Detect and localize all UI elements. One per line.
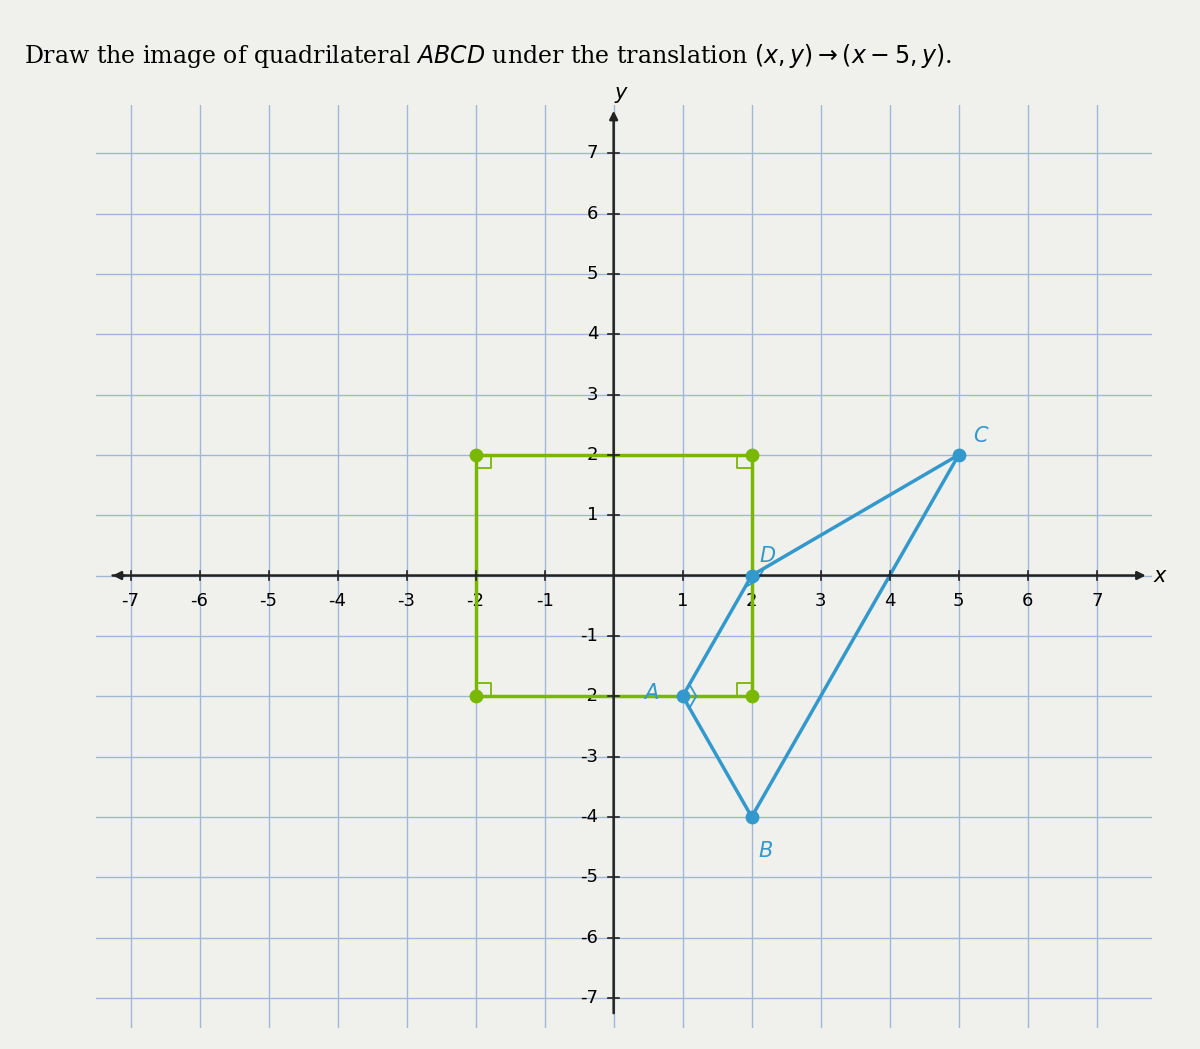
Text: -6: -6 [581,928,599,946]
Text: $C$: $C$ [972,426,989,446]
Text: 7: 7 [587,144,599,163]
Text: -3: -3 [397,593,415,611]
Text: 6: 6 [1022,593,1033,611]
Text: -5: -5 [259,593,277,611]
Text: -3: -3 [581,748,599,766]
Text: 3: 3 [815,593,827,611]
Text: 2: 2 [587,446,599,464]
Text: $y$: $y$ [614,85,630,105]
Text: -5: -5 [581,869,599,886]
Point [742,447,761,464]
Point [742,568,761,584]
Point [466,447,485,464]
Text: -7: -7 [581,989,599,1007]
Text: 2: 2 [746,593,757,611]
Text: $D$: $D$ [758,547,775,566]
Text: -7: -7 [121,593,139,611]
Text: $A$: $A$ [642,683,659,703]
Point [742,688,761,705]
Text: -4: -4 [329,593,347,611]
Point [742,809,761,826]
Point [673,688,692,705]
Point [466,688,485,705]
Text: 4: 4 [587,325,599,343]
Text: 5: 5 [953,593,965,611]
Text: $x$: $x$ [1153,565,1169,585]
Text: 5: 5 [587,264,599,283]
Text: 1: 1 [587,507,599,524]
Text: -2: -2 [467,593,485,611]
Text: 4: 4 [884,593,895,611]
Text: 1: 1 [677,593,689,611]
Text: 7: 7 [1091,593,1103,611]
Text: Draw the image of quadrilateral $\it{ABCD}$ under the translation $(x, y) \right: Draw the image of quadrilateral $\it{ABC… [24,42,952,70]
Text: -1: -1 [581,627,599,645]
Text: 6: 6 [587,205,599,222]
Text: 3: 3 [587,385,599,404]
Text: -1: -1 [535,593,553,611]
Text: -4: -4 [581,808,599,826]
Point [949,447,968,464]
Text: -6: -6 [191,593,209,611]
Text: $B$: $B$ [758,841,773,861]
Text: -2: -2 [581,687,599,705]
